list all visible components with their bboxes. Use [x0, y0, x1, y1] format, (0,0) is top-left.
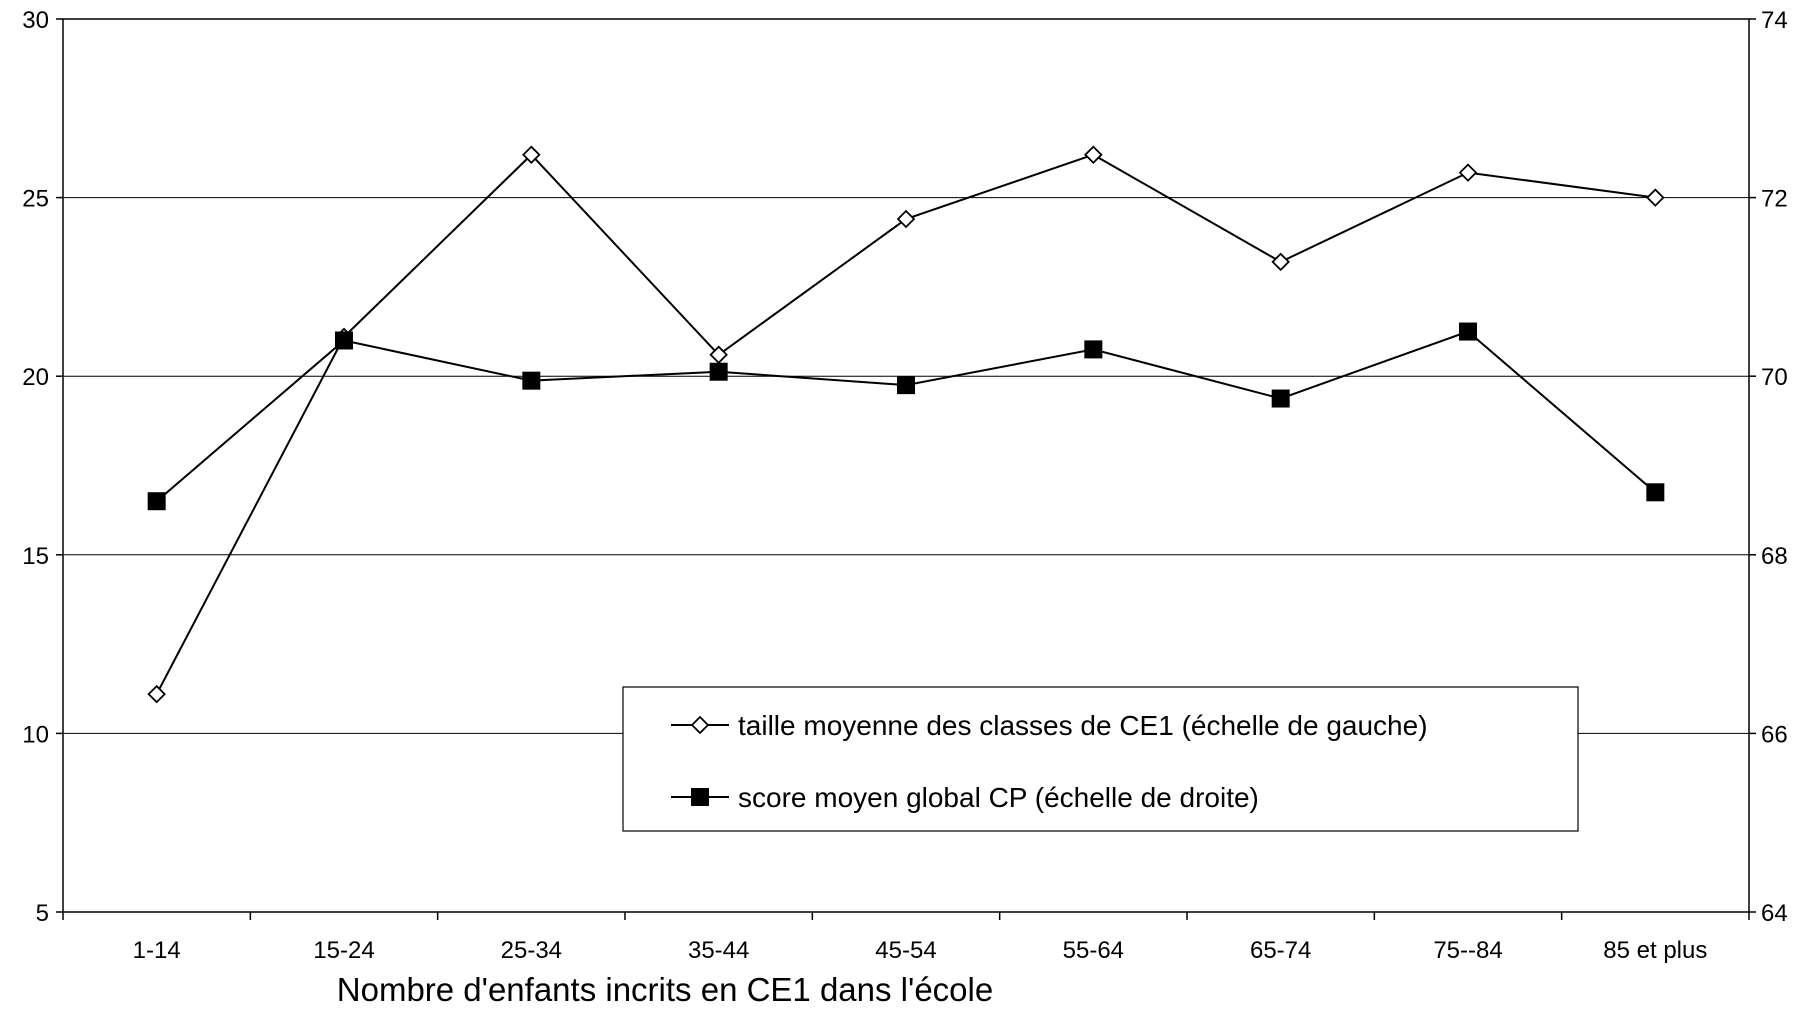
- series-line-1: [156, 330, 1656, 502]
- right-tick-label: 68: [1761, 543, 1788, 570]
- right-tick-label: 74: [1761, 7, 1788, 34]
- point-marker-square: [897, 376, 915, 395]
- x-axis-title: Nombre d'enfants incrits en CE1 dans l'é…: [337, 971, 993, 1008]
- legend-marker-taille: [690, 715, 710, 735]
- x-tick-label: 85 et plus: [1603, 937, 1707, 964]
- left-tick-label: 30: [22, 7, 49, 34]
- right-tick-label: 64: [1761, 900, 1788, 927]
- left-tick-label: 5: [36, 900, 49, 927]
- left-y-axis: 5 10 15 20 25 30: [22, 7, 63, 927]
- right-tick-label: 66: [1761, 721, 1788, 748]
- point-marker-diamond: [1646, 188, 1665, 207]
- legend-label-taille: taille moyenne des classes de CE1 (échel…: [738, 710, 1428, 741]
- left-tick-label: 20: [22, 364, 49, 391]
- right-tick-label: 72: [1761, 186, 1788, 213]
- x-tick-label: 1-14: [133, 937, 181, 964]
- point-marker-square: [1459, 322, 1477, 341]
- right-tick-label: 70: [1761, 364, 1788, 391]
- x-axis: 1-14 15-24 25-34 35-44 45-54 55-64 65-74 75--84…: [62, 912, 1750, 964]
- point-marker-diamond: [1271, 252, 1290, 272]
- point-marker-square: [1646, 483, 1665, 502]
- left-tick-label: 10: [22, 721, 49, 748]
- x-tick-label: 25-34: [501, 937, 562, 964]
- left-tick-label: 15: [22, 543, 49, 570]
- point-marker-diamond: [147, 684, 166, 704]
- left-tick-label: 25: [22, 186, 49, 213]
- point-marker-diamond: [522, 145, 541, 165]
- point-marker-diamond: [896, 209, 916, 229]
- point-marker-diamond: [1084, 145, 1103, 165]
- point-marker-square: [522, 371, 541, 390]
- x-tick-label: 75--84: [1433, 937, 1502, 964]
- x-tick-label: 65-74: [1250, 937, 1311, 964]
- x-tick-label: 15-24: [313, 937, 374, 964]
- legend-label-score: score moyen global CP (échelle de droite…: [738, 782, 1259, 813]
- series-layer: [147, 145, 1665, 704]
- x-tick-label: 45-54: [875, 937, 936, 964]
- legend-box: [622, 686, 1579, 832]
- point-marker-square: [335, 331, 353, 350]
- plot-area-frame: [62, 18, 1750, 913]
- legend-marker-score: [691, 788, 709, 806]
- point-marker-diamond: [1458, 163, 1478, 182]
- legend: taille moyenne des classes de CE1 (échel…: [622, 686, 1579, 832]
- gridlines: [63, 197, 1749, 734]
- point-marker-square: [1084, 340, 1103, 359]
- point-marker-square: [147, 492, 166, 511]
- point-marker-square: [1271, 389, 1290, 408]
- series-line-0: [155, 153, 1656, 695]
- point-marker-square: [709, 362, 728, 381]
- x-tick-label: 35-44: [688, 937, 749, 964]
- x-tick-label: 55-64: [1063, 937, 1124, 964]
- right-y-axis: 64 66 68 70 72 74: [1749, 7, 1788, 927]
